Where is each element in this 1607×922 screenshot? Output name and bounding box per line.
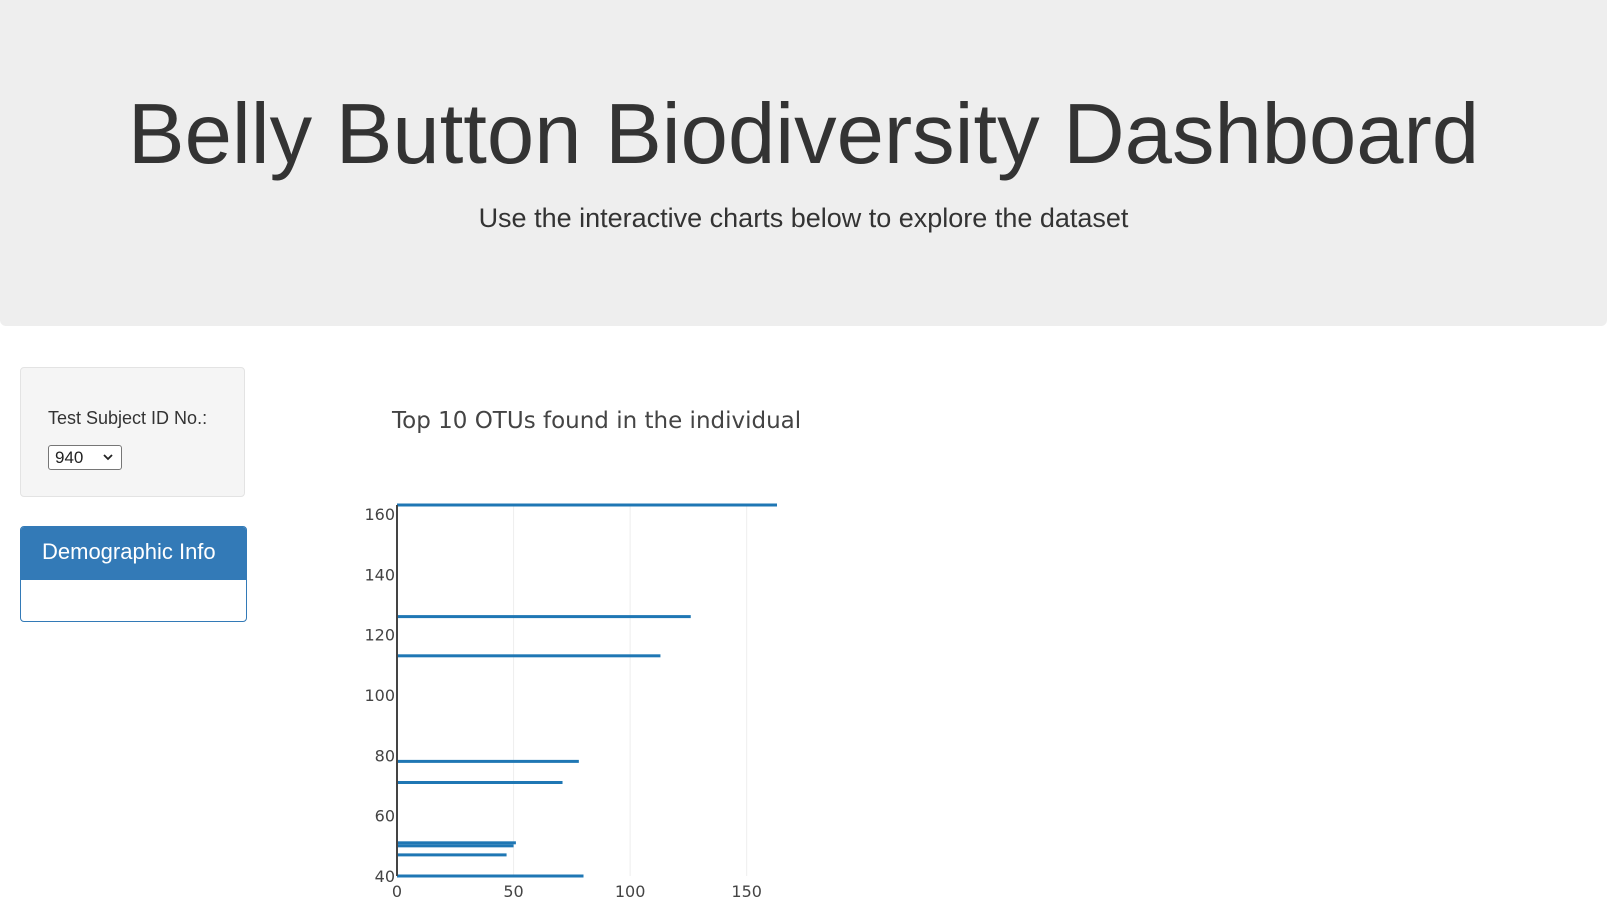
chart-grid <box>513 505 748 876</box>
x-tick-label: 100 <box>615 882 646 901</box>
page-title: Belly Button Biodiversity Dashboard <box>127 87 1480 182</box>
bar[interactable] <box>397 853 507 857</box>
page-subtitle: Use the interactive charts below to expl… <box>478 203 1129 233</box>
bar[interactable] <box>397 615 691 619</box>
bar[interactable] <box>397 654 661 658</box>
subject-id-label: Test Subject ID No.: <box>48 408 208 428</box>
y-tick-label: 120 <box>364 626 395 645</box>
subject-id-select[interactable]: 940 <box>48 445 122 470</box>
bar[interactable] <box>397 844 514 848</box>
bar[interactable] <box>397 759 579 763</box>
bar[interactable] <box>397 841 516 845</box>
bar[interactable] <box>397 874 584 878</box>
demographic-info-heading: Demographic Info <box>21 527 246 580</box>
y-tick-label: 80 <box>375 746 395 765</box>
y-tick-label: 100 <box>364 686 395 705</box>
x-axis-ticks: 0 50 100 150 <box>392 882 762 901</box>
x-tick-label: 150 <box>731 882 762 901</box>
chart-bars <box>397 503 777 878</box>
y-tick-label: 160 <box>364 505 395 524</box>
demographic-info-panel: Demographic Info <box>20 526 247 622</box>
y-tick-label: 140 <box>364 565 395 584</box>
x-tick-label: 50 <box>503 882 523 901</box>
y-axis-ticks: 40 60 80 100 120 140 160 <box>364 505 395 886</box>
bar[interactable] <box>397 780 563 784</box>
x-tick-label: 0 <box>392 882 402 901</box>
y-tick-label: 60 <box>375 807 395 826</box>
chart-title: Top 10 OTUs found in the individual <box>391 408 801 434</box>
top10-otu-bar-chart: Top 10 OTUs found in the individual 0 50 1… <box>364 408 801 901</box>
subject-selector-well: Test Subject ID No.: 940 <box>20 367 245 497</box>
y-tick-label: 40 <box>375 867 395 886</box>
header-jumbotron: Belly Button Biodiversity Dashboard Use … <box>0 0 1607 326</box>
bar[interactable] <box>397 503 777 507</box>
chevron-down-icon <box>103 454 113 461</box>
subject-id-selected-value: 940 <box>55 448 84 467</box>
